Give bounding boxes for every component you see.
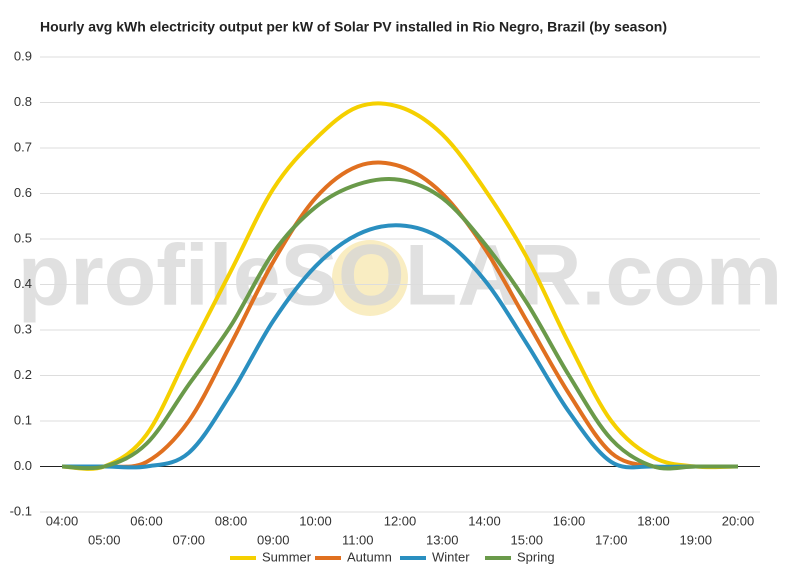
x-tick-label: 15:00: [510, 532, 543, 547]
y-tick-label: 0.3: [14, 321, 32, 336]
chart-title: Hourly avg kWh electricity output per kW…: [40, 19, 667, 35]
legend-label: Summer: [262, 549, 312, 564]
x-tick-label: 13:00: [426, 532, 459, 547]
x-tick-label: 10:00: [299, 513, 332, 528]
x-tick-label: 09:00: [257, 532, 290, 547]
x-tick-label: 17:00: [595, 532, 628, 547]
y-tick-label: 0.8: [14, 94, 32, 109]
y-tick-label: 0.6: [14, 185, 32, 200]
y-tick-label: 0.9: [14, 48, 32, 63]
legend-label: Autumn: [347, 549, 392, 564]
legend-label: Winter: [432, 549, 470, 564]
x-tick-label: 04:00: [46, 513, 79, 528]
x-tick-label: 14:00: [468, 513, 501, 528]
x-tick-label: 08:00: [215, 513, 248, 528]
watermark: profileSOLAR.com: [18, 228, 783, 324]
watermark-sun: [332, 240, 408, 316]
x-tick-label: 16:00: [553, 513, 586, 528]
x-tick-label: 12:00: [384, 513, 417, 528]
x-tick-label: 20:00: [722, 513, 755, 528]
series-line: [61, 176, 738, 471]
y-tick-label: 0.0: [14, 458, 32, 473]
x-tick-label: 19:00: [679, 532, 712, 547]
x-tick-label: 06:00: [130, 513, 163, 528]
y-tick-label: 0.4: [14, 276, 32, 291]
y-tick-label: -0.1: [10, 503, 32, 518]
y-tick-label: 0.5: [14, 230, 32, 245]
series-line: [61, 101, 739, 471]
y-tick-label: 0.7: [14, 139, 32, 154]
x-tick-label: 11:00: [342, 532, 374, 547]
series-line: [61, 160, 738, 470]
y-tick-label: 0.2: [14, 367, 32, 382]
x-tick-label: 05:00: [88, 532, 121, 547]
series-line: [62, 223, 738, 470]
x-tick-label: 18:00: [637, 513, 670, 528]
x-tick-label: 07:00: [172, 532, 205, 547]
y-tick-label: 0.1: [14, 412, 32, 427]
legend-label: Spring: [517, 549, 555, 564]
